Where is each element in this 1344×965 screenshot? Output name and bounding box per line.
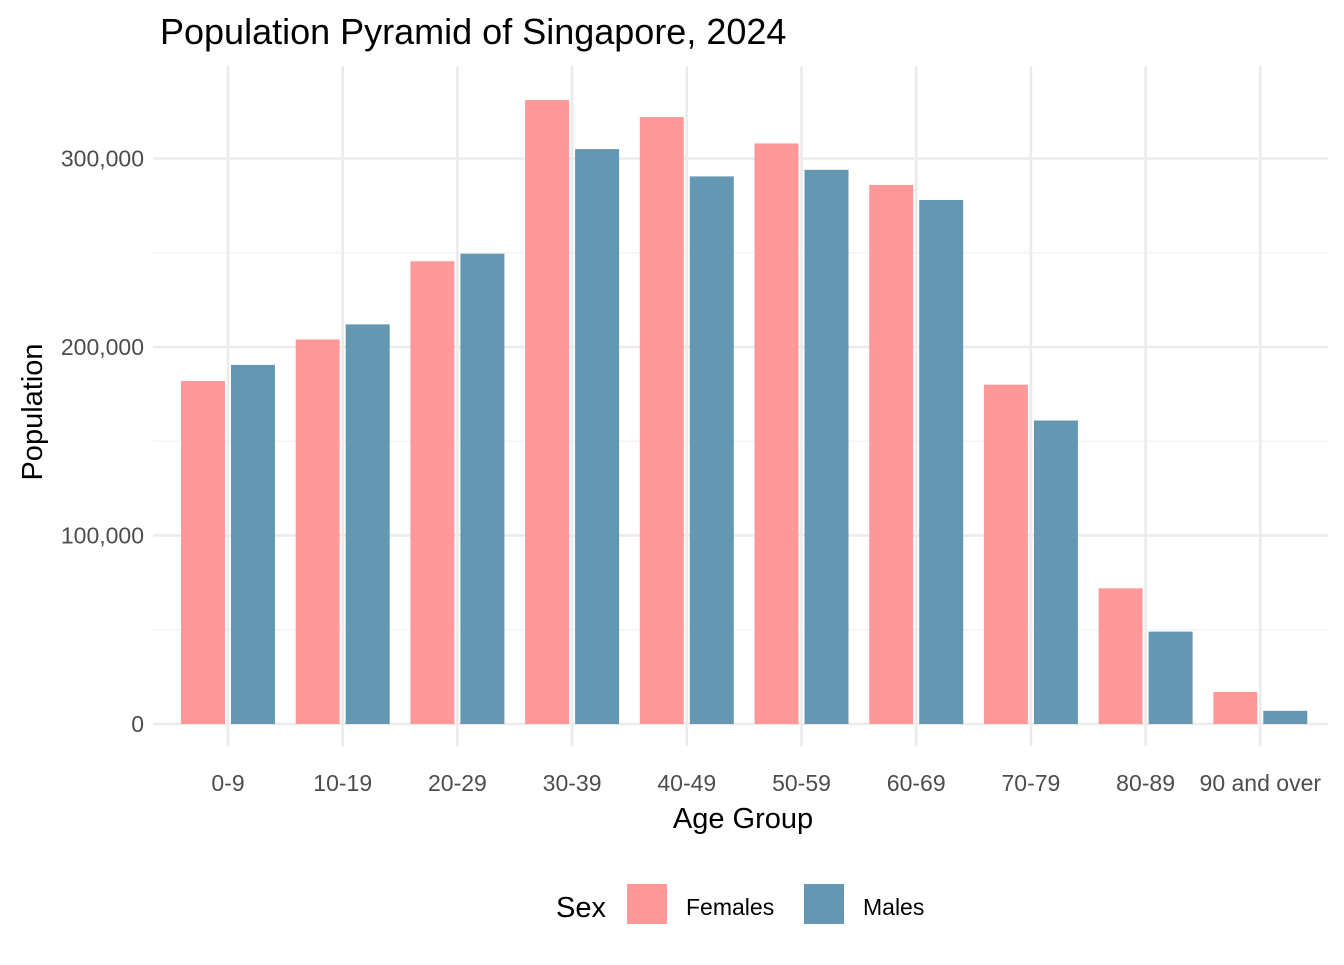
x-tick-label: 10-19 — [313, 770, 372, 796]
bar-females-60-69 — [869, 184, 914, 724]
y-tick-label: 200,000 — [61, 334, 144, 360]
bar-females-10-19 — [295, 339, 340, 724]
x-tick-label: 40-49 — [657, 770, 716, 796]
legend-swatch-males — [804, 884, 844, 924]
bar-males-60-69 — [919, 199, 964, 725]
bar-males-90-and-over — [1263, 710, 1308, 724]
x-tick-label: 0-9 — [211, 770, 244, 796]
y-tick-label: 0 — [131, 711, 144, 737]
bar-females-0-9 — [181, 380, 225, 724]
bar-females-30-39 — [525, 100, 570, 724]
x-tick-label: 90 and over — [1200, 770, 1322, 796]
bar-males-50-59 — [804, 169, 849, 724]
bar-males-0-9 — [231, 364, 275, 724]
bar-males-70-79 — [1033, 420, 1078, 724]
bar-males-40-49 — [689, 176, 734, 725]
bar-females-40-49 — [639, 117, 684, 724]
legend-title: Sex — [556, 892, 606, 924]
legend-label-females: Females — [686, 894, 774, 920]
x-tick-label: 50-59 — [772, 770, 831, 796]
bars-layer — [181, 100, 1308, 725]
bar-males-20-29 — [460, 253, 505, 724]
x-tick-label: 80-89 — [1116, 770, 1175, 796]
chart-title: Population Pyramid of Singapore, 2024 — [160, 11, 786, 52]
y-tick-label: 300,000 — [61, 146, 144, 172]
legend-label-males: Males — [863, 894, 924, 920]
axis-labels-layer: 0 100,000 200,000 300,000 0-9 10-19 20-29 30-39… — [61, 146, 1322, 797]
legend: Sex Females Males — [556, 884, 924, 924]
bar-females-20-29 — [410, 261, 455, 724]
x-tick-label: 20-29 — [428, 770, 487, 796]
y-axis-title: Population — [17, 343, 49, 480]
x-tick-label: 60-69 — [887, 770, 946, 796]
x-tick-label: 30-39 — [543, 770, 602, 796]
bar-females-90-and-over — [1213, 691, 1258, 724]
bar-males-80-89 — [1148, 631, 1193, 724]
x-tick-label: 70-79 — [1001, 770, 1060, 796]
x-axis-title: Age Group — [673, 803, 813, 835]
y-tick-label: 100,000 — [61, 523, 144, 549]
bar-males-10-19 — [345, 324, 390, 724]
bar-females-70-79 — [983, 384, 1028, 724]
bar-males-30-39 — [575, 149, 620, 724]
bar-females-80-89 — [1098, 588, 1143, 724]
bar-females-50-59 — [754, 143, 799, 725]
legend-swatch-females — [627, 884, 667, 924]
